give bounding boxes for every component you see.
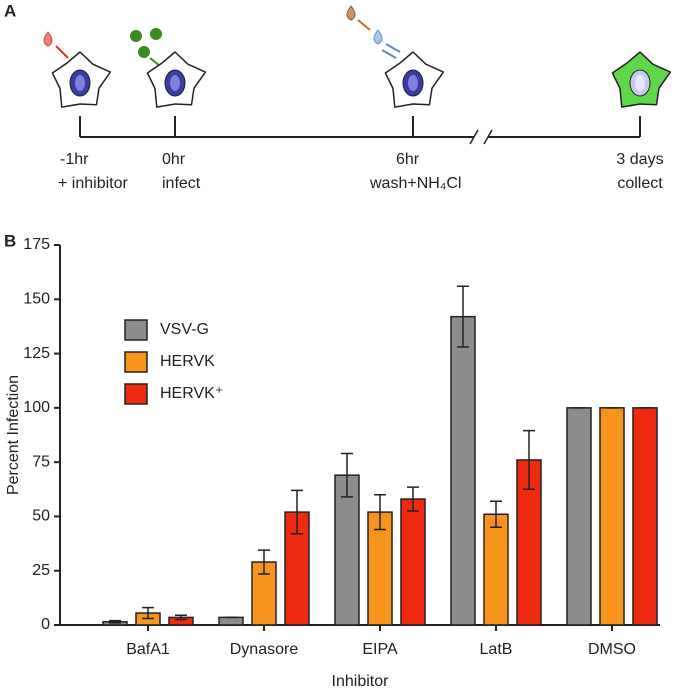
- step-action: + inhibitor: [58, 175, 128, 192]
- virus: [138, 46, 150, 58]
- error-bar: [175, 614, 187, 621]
- y-tick-label: 50: [32, 508, 50, 525]
- virus: [130, 30, 142, 42]
- inhibitor-drop: [43, 31, 53, 47]
- error-bar: [374, 493, 386, 531]
- error-bar: [258, 549, 270, 575]
- step-time: 0hr: [162, 151, 186, 168]
- arrow: [385, 43, 401, 53]
- error-bar: [523, 429, 535, 491]
- y-tick-label: 25: [32, 562, 50, 579]
- y-tick-label: 0: [41, 616, 50, 633]
- legend-swatch: [124, 383, 148, 405]
- x-tick-label: DMSO: [588, 641, 636, 658]
- error-bar: [407, 486, 419, 512]
- timeline-break: [474, 128, 488, 146]
- legend-label: VSV-G: [160, 321, 209, 338]
- step-time: 6hr: [396, 151, 420, 168]
- wash-drop: [373, 29, 383, 45]
- error-bar: [291, 489, 303, 535]
- bar: [566, 407, 592, 626]
- nucleolus: [75, 75, 85, 91]
- legend-swatch: [124, 319, 148, 341]
- nucleolus: [635, 75, 645, 91]
- nh4cl-drop: [346, 5, 356, 21]
- bar: [367, 511, 393, 626]
- x-tick-label: BafA1: [126, 641, 170, 658]
- step-action: wash+NH₄Cl: [369, 175, 461, 192]
- error-bar: [457, 285, 469, 348]
- error-bar: [341, 452, 353, 498]
- x-tick-label: EIPA: [362, 641, 398, 658]
- error-bar: [490, 500, 502, 529]
- x-tick-label: LatB: [480, 641, 513, 658]
- step-action: collect: [617, 175, 663, 192]
- break-mark: [469, 129, 479, 145]
- arrow: [381, 49, 397, 59]
- virus: [150, 28, 162, 40]
- arrow: [55, 45, 69, 59]
- bar: [632, 407, 658, 626]
- x-axis-title: Inhibitor: [332, 673, 390, 690]
- nucleolus: [170, 75, 180, 91]
- y-tick-label: 150: [23, 291, 50, 308]
- break-mark: [483, 129, 493, 145]
- x-tick-label: Dynasore: [230, 641, 299, 658]
- bar: [450, 315, 476, 626]
- bar: [334, 474, 360, 626]
- bar: [400, 498, 426, 626]
- step-action: infect: [162, 175, 201, 192]
- error-bar: [142, 606, 154, 620]
- bar: [599, 407, 625, 626]
- bar: [483, 513, 509, 626]
- step-time: 3 days: [616, 151, 663, 168]
- y-tick-label: 175: [23, 236, 50, 253]
- arrow: [357, 19, 371, 31]
- bar: [218, 616, 244, 626]
- step-time: -1hr: [60, 151, 89, 168]
- y-tick-label: 75: [32, 453, 50, 470]
- legend-label: HERVK⁺: [160, 385, 223, 402]
- legend-label: HERVK: [160, 353, 215, 370]
- nucleolus: [408, 75, 418, 91]
- panel-label: B: [4, 231, 16, 250]
- legend-swatch: [124, 351, 148, 373]
- y-tick-label: 100: [23, 399, 50, 416]
- panel-label: A: [4, 1, 16, 20]
- y-axis-title: Percent Infection: [5, 375, 22, 495]
- y-tick-label: 125: [23, 345, 50, 362]
- error-bar: [109, 619, 121, 624]
